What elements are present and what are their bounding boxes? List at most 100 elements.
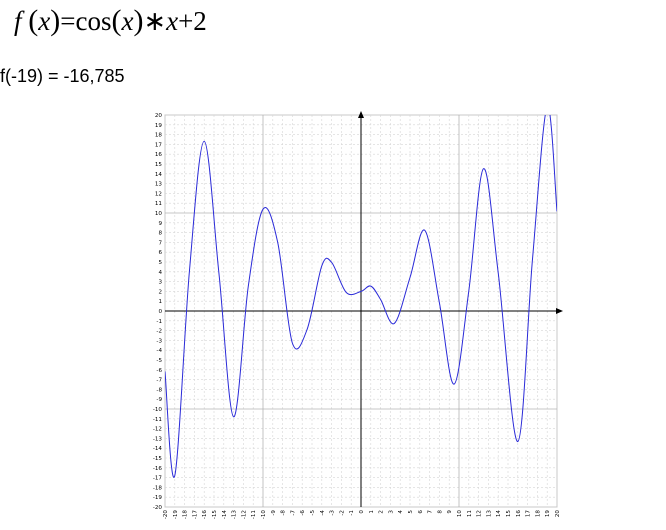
formula-cos: cos [75, 6, 112, 36]
y-tick-label: -12 [153, 427, 162, 433]
x-tick-label: -1 [349, 510, 355, 516]
y-tick-label: 15 [155, 162, 163, 168]
x-tick-label: 15 [506, 510, 512, 518]
y-tick-label: -4 [156, 348, 162, 354]
x-tick-label: 17 [526, 510, 532, 518]
x-tick-label: -4 [320, 510, 326, 516]
formula-times: ∗ [143, 6, 167, 36]
y-tick-label: 19 [155, 123, 163, 129]
y-tick-label: -3 [156, 338, 162, 344]
formula-paren-close-2: ) [133, 4, 144, 37]
formula-equals: = [60, 6, 76, 36]
formula-variable-2: x [121, 6, 134, 36]
y-tick-label: 20 [155, 113, 163, 119]
x-tick-label: 4 [398, 510, 404, 514]
y-tick-label: 2 [158, 289, 162, 295]
y-tick-label: -18 [153, 485, 163, 491]
y-tick-label: -11 [153, 417, 163, 423]
x-tick-label: 10 [457, 510, 463, 518]
x-tick-label: -13 [232, 510, 238, 520]
x-tick-label: 18 [535, 510, 541, 518]
y-tick-label: -9 [156, 397, 162, 403]
y-tick-label: -16 [153, 466, 163, 472]
y-tick-label: -8 [156, 387, 162, 393]
x-tick-label: -9 [271, 510, 277, 516]
y-tick-label: 17 [155, 142, 163, 148]
y-tick-label: 18 [155, 133, 163, 139]
x-tick-label: -19 [173, 510, 179, 520]
formula-plus-two: +2 [178, 6, 207, 36]
x-tick-label: 16 [516, 510, 522, 518]
y-tick-label: 14 [155, 172, 163, 178]
y-tick-label: 1 [158, 299, 162, 305]
x-tick-label: -8 [281, 510, 287, 516]
x-tick-label: -11 [251, 510, 257, 520]
y-tick-label: -14 [153, 446, 163, 452]
x-tick-label: -3 [330, 510, 336, 516]
y-tick-label: 0 [158, 309, 162, 315]
x-tick-label: 19 [545, 510, 551, 518]
x-tick-label: 9 [447, 510, 453, 514]
x-tick-label: -7 [290, 510, 296, 516]
x-tick-label: 3 [388, 510, 394, 514]
y-tick-label: 10 [155, 211, 163, 217]
y-tick-label: 11 [155, 201, 163, 207]
x-tick-label: 5 [408, 510, 414, 514]
x-tick-label: 13 [486, 510, 492, 518]
y-tick-label: -6 [156, 368, 162, 374]
y-tick-label: -13 [153, 436, 163, 442]
y-tick-label: -5 [156, 358, 162, 364]
y-tick-label: -20 [153, 505, 163, 511]
formula-paren-close: ) [50, 4, 61, 37]
x-axis-arrow [556, 308, 563, 314]
x-tick-label: 0 [359, 510, 365, 514]
y-tick-label: 5 [158, 260, 162, 266]
x-tick-label: -6 [300, 510, 306, 516]
y-tick-label: -15 [153, 456, 163, 462]
x-tick-label: 14 [496, 510, 502, 518]
x-tick-label: 7 [428, 510, 434, 514]
y-tick-label: 4 [158, 270, 162, 276]
x-tick-label: -18 [183, 510, 189, 520]
y-tick-label: -17 [153, 476, 163, 482]
y-tick-label: 12 [155, 191, 162, 197]
y-tick-label: 6 [158, 250, 162, 256]
formula-variable-3: x [166, 6, 179, 36]
x-tick-label: 12 [477, 510, 483, 517]
x-tick-label: -17 [192, 510, 198, 520]
x-tick-label: -5 [310, 510, 316, 516]
x-tick-label: -15 [212, 510, 218, 520]
x-tick-label: 6 [418, 510, 424, 514]
y-tick-label: 7 [158, 240, 162, 246]
function-formula: f (x)=cos(x)∗x+2 [14, 2, 207, 40]
formula-variable: x [38, 6, 51, 36]
y-tick-label: 9 [158, 221, 162, 227]
x-tick-label: 8 [437, 510, 443, 514]
y-tick-label: -1 [156, 319, 162, 325]
x-tick-label: 1 [369, 510, 375, 514]
formula-paren-open-2: ( [111, 4, 122, 37]
evaluation-text: f(-19) = -16,785 [0, 66, 125, 86]
x-tick-label: -10 [261, 510, 267, 520]
x-tick-label: -16 [202, 510, 208, 520]
x-tick-label: 20 [555, 510, 561, 518]
y-tick-label: -10 [153, 407, 163, 413]
x-tick-label: 11 [467, 510, 473, 518]
x-tick-label: -2 [339, 510, 345, 516]
x-tick-label: 2 [379, 510, 385, 514]
formula-function-name: f [14, 6, 22, 36]
y-tick-label: -2 [156, 329, 162, 335]
y-axis-arrow [358, 111, 364, 118]
y-tick-label: -19 [153, 495, 163, 501]
y-tick-label: -7 [156, 378, 162, 384]
x-tick-label: -12 [241, 510, 247, 519]
y-tick-label: 8 [158, 231, 162, 237]
x-tick-label: -20 [163, 510, 169, 520]
y-tick-label: 16 [155, 152, 163, 158]
y-tick-label: 3 [158, 280, 162, 286]
function-curve [165, 115, 557, 478]
y-tick-label: 13 [155, 182, 163, 188]
x-tick-label: -14 [222, 510, 228, 520]
formula-paren-open: ( [28, 4, 39, 37]
